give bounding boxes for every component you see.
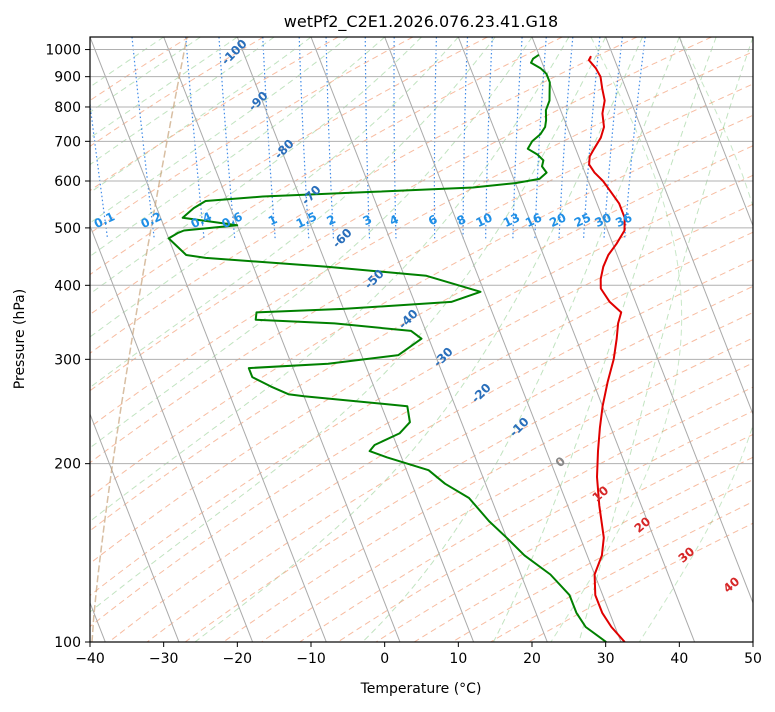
mixing-ratio-line: [218, 37, 236, 239]
dry-adiabat-line: [222, 337, 753, 642]
y-tick-label: 400: [54, 278, 81, 294]
isotherm-line: [531, 37, 753, 605]
y-tick-label: 300: [54, 352, 81, 368]
moist-adiabat-line: [362, 37, 680, 642]
moist-adiabat-line: [90, 37, 275, 166]
moist-adiabat-line: [90, 37, 386, 258]
profile-series: [167, 53, 626, 642]
dry-adiabat-line: [90, 37, 488, 276]
mixing-ratio-line: [298, 37, 310, 239]
y-tick-label: 700: [54, 134, 81, 150]
y-tick-label: 900: [54, 70, 81, 86]
moist-adiabat-line: [492, 37, 717, 642]
chart-title: wetPf2_C2E1.2026.076.23.41.G18: [284, 12, 558, 32]
mixing-ratio-line: [534, 37, 547, 239]
mixing-ratio-label: 25: [572, 210, 593, 230]
isotherm-line: [605, 37, 753, 416]
mixing-ratio-line: [262, 37, 276, 239]
moist-adiabat-line: [90, 37, 349, 224]
dry-adiabat-line: [90, 145, 753, 532]
mixing-ratio-line: [185, 37, 205, 239]
moist-adiabat-line: [194, 37, 643, 642]
profile-line: [167, 53, 607, 642]
dry-adiabat-line: [90, 37, 339, 192]
x-tick-label: 30: [597, 651, 615, 667]
plot-frame: [89, 36, 754, 643]
mixing-ratio-label: 10: [474, 210, 495, 230]
isotherms: [90, 37, 753, 642]
dry-adiabat-line: [90, 114, 753, 498]
mixing-ratio-line: [131, 37, 155, 239]
y-axis-title: Pressure (hPa): [12, 289, 28, 389]
y-tick-label: 800: [54, 100, 81, 116]
x-tick-label: 40: [670, 651, 688, 667]
isotherm-line: [163, 37, 401, 642]
mixing-ratio-line: [433, 37, 437, 239]
x-tick-label: −10: [296, 651, 326, 667]
y-tick-label: 600: [54, 174, 81, 190]
mixing-ratio-label: 16: [523, 210, 544, 230]
x-tick-label: −30: [149, 651, 179, 667]
x-tick-label: 20: [523, 651, 541, 667]
y-tick-label: 500: [54, 221, 81, 237]
moist-adiabat-line: [578, 37, 753, 642]
isobars: [90, 49, 753, 642]
moist-adiabat-line: [90, 37, 422, 295]
x-tick-label: 50: [744, 651, 762, 667]
x-tick-label: −40: [75, 651, 105, 667]
x-tick-label: −20: [223, 651, 253, 667]
mixing-ratio-label: 30: [592, 210, 613, 230]
dry-adiabats: [90, 37, 753, 642]
y-tick-label: 100: [54, 635, 81, 651]
x-tick-label: 10: [449, 651, 467, 667]
dry-adiabat-line: [260, 362, 753, 642]
isotherm-line: [384, 37, 622, 642]
isotherm-line: [678, 37, 753, 228]
isotherm-line: [236, 37, 475, 642]
mixing-ratio-label: 36: [613, 210, 634, 230]
moist-adiabat-line: [90, 37, 201, 113]
dry-adiabat-line: [90, 51, 753, 428]
mixing-ratio-line: [485, 37, 493, 239]
brown-dashed-line: [91, 37, 188, 642]
mixing-ratio-line: [624, 37, 646, 239]
x-axis-ticks: −40 −30 −20 −10 0 10 20 30 40 50: [75, 642, 762, 667]
plot-area: 0.1 0.2 0.4 0.6 1 1.5 2 3 4 6 8 10 13 16 20 25 30 36-100-…: [90, 37, 753, 642]
mixing-ratio-line: [583, 37, 601, 239]
mixing-ratio-line: [512, 37, 523, 239]
moist-adiabat-line: [90, 37, 570, 522]
isotherm-line: [310, 37, 548, 642]
profile-line: [587, 55, 626, 642]
mixing-ratio-line: [603, 37, 623, 239]
dry-adiabat-line: [90, 231, 753, 628]
mixing-ratio-line: [325, 37, 334, 239]
mixing-ratio-label: 20: [547, 210, 568, 230]
mixing-ratio-line: [364, 37, 371, 239]
isotherm-line: [90, 37, 327, 642]
y-axis-ticks: 100 200 300 400 500 600 700 800 900 1000: [45, 43, 90, 651]
isotherm-line: [90, 224, 254, 642]
mixing-ratio-line: [558, 37, 574, 239]
brown-dashed-curve: [91, 37, 188, 642]
moist-adiabat-line: [90, 37, 164, 88]
dry-adiabat-line: [90, 37, 264, 147]
mixing-ratio-label: 13: [501, 210, 522, 230]
dry-adiabat-line: [90, 37, 563, 316]
dry-adiabat-line: [90, 174, 753, 565]
y-tick-label: 200: [54, 457, 81, 473]
y-tick-label: 1000: [45, 43, 81, 59]
isotherm-line: [457, 37, 696, 642]
mixing-ratio-line: [462, 37, 469, 239]
x-tick-label: 0: [380, 651, 389, 667]
isotherm-line: [90, 412, 180, 642]
moist-adiabat-line: [90, 37, 238, 139]
mixing-ratio-line: [90, 99, 109, 239]
dry-adiabat-line: [90, 37, 712, 392]
x-axis-title: Temperature (°C): [360, 681, 482, 697]
dry-adiabat-line: [108, 259, 753, 642]
